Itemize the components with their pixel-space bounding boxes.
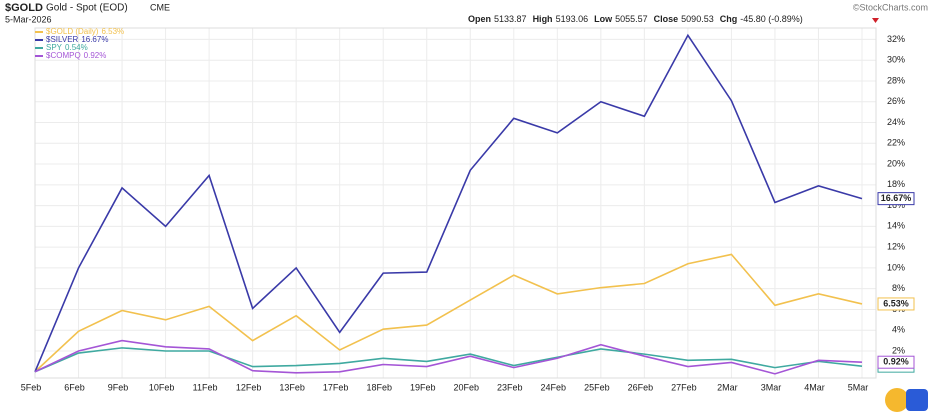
legend-entry: $GOLD (Daily) 6.53% xyxy=(46,27,124,36)
end-label-text: 0.92% xyxy=(883,357,909,367)
y-tick-label: 8% xyxy=(892,283,905,293)
x-tick-label: 23Feb xyxy=(497,382,523,392)
end-label: 0.92% xyxy=(877,355,915,369)
end-label-box xyxy=(877,192,915,206)
y-tick-label: 32% xyxy=(887,34,905,44)
y-tick-label: 28% xyxy=(887,75,905,85)
y-tick-label: 10% xyxy=(887,262,905,272)
y-tick-label: 12% xyxy=(887,242,905,252)
end-label-box xyxy=(877,355,915,369)
x-tick-label: 2Mar xyxy=(717,382,738,392)
legend-entry: SPY 0.54% xyxy=(46,43,88,52)
y-tick-label: 30% xyxy=(887,55,905,65)
down-arrow xyxy=(872,18,879,23)
y-tick-label: 26% xyxy=(887,96,905,106)
legend-name: $SILVER xyxy=(46,35,79,44)
y-tick-label: 22% xyxy=(887,138,905,148)
quote-value: 5055.57 xyxy=(615,14,648,24)
quote-label: Chg xyxy=(720,14,738,24)
legend-name: SPY xyxy=(46,43,63,52)
quote: Open 5133.87 High 5193.06 Low 5055.57 Close 509… xyxy=(468,14,803,24)
y-tick-label: 18% xyxy=(887,179,905,189)
x-tick-label: 9Feb xyxy=(108,382,129,392)
x-tick-label: 5Feb xyxy=(21,382,42,392)
quote-label: Close xyxy=(654,14,679,24)
y-tick-label: 14% xyxy=(887,221,905,231)
x-tick-label: 24Feb xyxy=(541,382,567,392)
legend-name: $GOLD (Daily) xyxy=(46,27,99,36)
chart-title: Gold - Spot (EOD) xyxy=(46,3,128,14)
plot-frame xyxy=(34,27,877,379)
quote-label: Low xyxy=(594,14,613,24)
x-tick-label: 12Feb xyxy=(236,382,262,392)
y-tick-label: 4% xyxy=(892,325,905,335)
quote-label: High xyxy=(533,14,553,24)
end-label-text: 16.67% xyxy=(881,193,912,203)
x-tick-label: 3Mar xyxy=(761,382,782,392)
x-tick-label: 17Feb xyxy=(323,382,349,392)
end-label-box xyxy=(877,297,915,311)
x-tick-label: 20Feb xyxy=(453,382,479,392)
series-line xyxy=(34,33,863,373)
series-line xyxy=(34,347,863,373)
exchange: CME xyxy=(150,2,170,12)
symbol: $GOLD xyxy=(5,2,43,14)
logo-square xyxy=(906,389,928,411)
quote-label: Open xyxy=(468,14,491,24)
series-line xyxy=(34,339,863,375)
x-tick-label: 10Feb xyxy=(149,382,175,392)
quote-value: 5133.87 xyxy=(494,14,527,24)
x-tick-label: 5Mar xyxy=(848,382,869,392)
legend-name: $COMPQ xyxy=(46,51,81,60)
legend-value: 0.54% xyxy=(65,43,88,52)
date: 5-Mar-2026 xyxy=(5,14,52,24)
quote-value: -45.80 (-0.89%) xyxy=(740,14,803,24)
x-tick-label: 13Feb xyxy=(279,382,305,392)
x-tick-label: 26Feb xyxy=(628,382,654,392)
end-label: 16.67% xyxy=(877,192,915,206)
quote-value: 5090.53 xyxy=(681,14,714,24)
legend-value: 16.67% xyxy=(81,35,108,44)
y-tick-label: 20% xyxy=(887,158,905,168)
legend-value: 6.53% xyxy=(101,27,124,36)
x-tick-label: 19Feb xyxy=(410,382,436,392)
end-label-text: 6.53% xyxy=(883,298,909,308)
logo-circle xyxy=(885,388,909,412)
x-tick-label: 4Mar xyxy=(804,382,825,392)
quote-value: 5193.06 xyxy=(556,14,589,24)
x-tick-label: 25Feb xyxy=(584,382,610,392)
x-tick-label: 18Feb xyxy=(366,382,392,392)
legend-value: 0.92% xyxy=(84,51,107,60)
legend-entry: $COMPQ 0.92% xyxy=(46,51,106,60)
y-tick-label: 2% xyxy=(892,345,905,355)
x-tick-label: 11Feb xyxy=(193,382,218,392)
y-tick-label: 24% xyxy=(887,117,905,127)
watermark: ©StockCharts.com xyxy=(853,2,928,12)
x-tick-label: 6Feb xyxy=(64,382,85,392)
x-tick-label: 27Feb xyxy=(671,382,697,392)
series-line xyxy=(34,253,863,373)
end-label: 6.53% xyxy=(877,297,915,311)
legend-entry: $SILVER 16.67% xyxy=(46,35,108,44)
